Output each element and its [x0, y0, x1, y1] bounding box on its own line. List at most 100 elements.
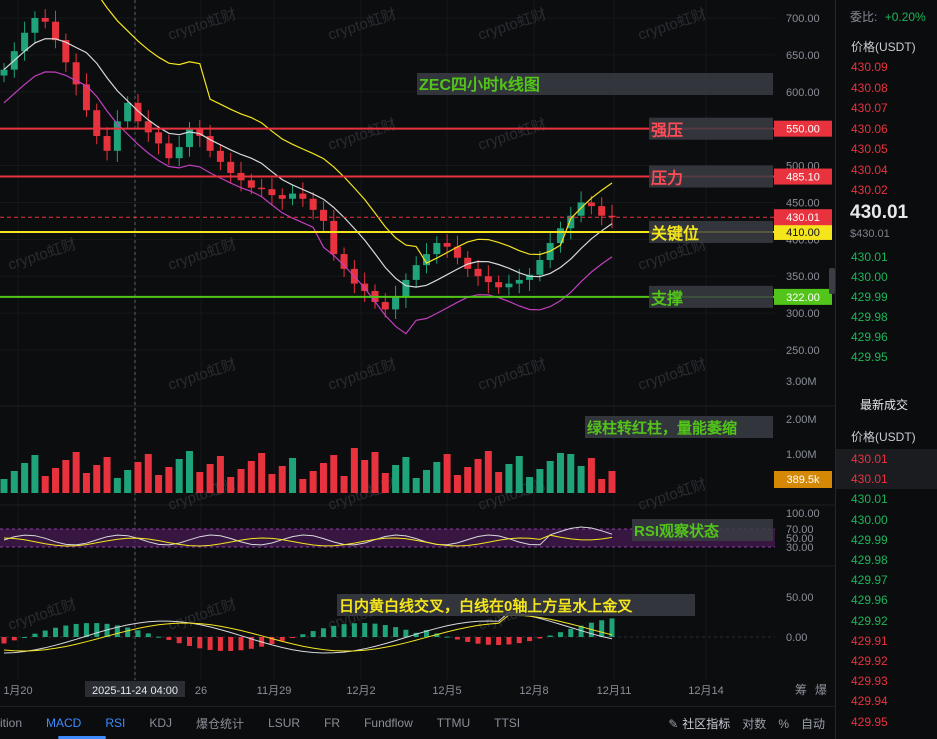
- macd-histogram-bar: [197, 637, 203, 649]
- trade-price-row[interactable]: 429.93: [851, 674, 888, 689]
- ask-price-row[interactable]: 430.04: [851, 162, 888, 177]
- last-price-usd: $430.01: [850, 228, 890, 240]
- volume-bar: [103, 457, 111, 493]
- bid-price-row[interactable]: 429.98: [851, 310, 888, 324]
- indicator-tab-ition[interactable]: ition: [0, 716, 23, 730]
- trade-price-row[interactable]: 429.99: [851, 532, 888, 547]
- indicator-tab-kdj[interactable]: KDJ: [149, 716, 173, 730]
- volume-bar: [577, 466, 585, 493]
- macd-histogram-bar: [135, 630, 141, 637]
- time-tick-label: 12月8: [519, 685, 548, 697]
- level-name: 支撑: [650, 289, 683, 308]
- trades-title[interactable]: 最新成交: [860, 398, 909, 412]
- ask-price-row[interactable]: 430.02: [851, 183, 888, 197]
- candle-body: [464, 257, 472, 269]
- candle-body: [134, 102, 142, 122]
- ask-price-row[interactable]: 430.06: [851, 121, 888, 136]
- trade-price-row[interactable]: 429.95: [851, 714, 888, 729]
- volume-bar: [350, 448, 358, 493]
- bid-price-row[interactable]: 429.99: [851, 290, 888, 304]
- bid-price-row[interactable]: 430.00: [851, 270, 888, 284]
- candle-body: [443, 243, 451, 247]
- indicator-tab-fr[interactable]: FR: [324, 716, 341, 730]
- macd-histogram-bar: [547, 635, 553, 637]
- macd-histogram-bar: [63, 625, 69, 637]
- indicator-tab-ttsi[interactable]: TTSI: [494, 716, 521, 730]
- macd-histogram-bar: [300, 634, 306, 637]
- level-label-box: [649, 165, 773, 188]
- indicator-tab-lsur[interactable]: LSUR: [268, 716, 301, 730]
- candle-body: [155, 132, 163, 144]
- macd-histogram-bar: [320, 628, 326, 637]
- macd-histogram-bar: [228, 637, 234, 651]
- candle-body: [412, 265, 420, 280]
- candle-body: [319, 209, 327, 221]
- trades-price-header: 价格(USDT): [851, 430, 916, 444]
- last-price-tag: [774, 209, 832, 226]
- ask-price-row[interactable]: 430.05: [851, 142, 888, 156]
- chart-area[interactable]: 700.00650.00600.00550.00500.00450.00400.…: [0, 0, 835, 706]
- indicator-tab-爆仓统计[interactable]: 爆仓统计: [196, 716, 245, 731]
- volume-bar: [464, 467, 472, 493]
- volume-annotation: 绿柱转红柱，量能萎缩: [587, 419, 737, 437]
- indicator-tab-rsi[interactable]: RSI: [105, 716, 126, 730]
- ma-middle-line: [3, 38, 613, 288]
- level-name: 压力: [651, 169, 683, 188]
- bid-price-row[interactable]: 430.01: [851, 250, 888, 264]
- bid-price-row[interactable]: 429.96: [851, 330, 888, 344]
- level-name: 强压: [651, 122, 683, 140]
- candle-body: [423, 254, 431, 266]
- candle-body: [433, 243, 441, 255]
- volume-bar: [546, 461, 554, 493]
- trade-price-row[interactable]: 429.92: [851, 613, 888, 628]
- trade-price-row[interactable]: 430.00: [851, 512, 888, 527]
- volume-bar: [0, 479, 8, 493]
- macd-annotation: 日内黄白线交叉，白线在0轴上方呈水上金叉: [339, 597, 633, 615]
- watermark-text: crypto虹财: [326, 6, 399, 44]
- trade-price-row[interactable]: 429.91: [851, 633, 888, 648]
- candle-body: [206, 136, 214, 151]
- indicator-tab-fundflow[interactable]: Fundflow: [364, 716, 413, 730]
- trade-price-row[interactable]: 429.96: [851, 593, 888, 608]
- macd-histogram-bar: [22, 637, 28, 638]
- macd-histogram-bar: [83, 623, 89, 637]
- trade-price-row[interactable]: 430.01: [851, 472, 888, 487]
- volume-bar: [361, 460, 369, 493]
- ask-price-row[interactable]: 430.08: [851, 80, 888, 95]
- trade-price-row[interactable]: 429.92: [851, 654, 888, 668]
- macd-histogram-bar: [362, 623, 368, 637]
- macd-histogram-bar: [1, 637, 7, 644]
- volume-bar: [227, 477, 235, 493]
- volume-bar: [515, 456, 523, 493]
- indicator-tab-ttmu[interactable]: TTMU: [436, 716, 471, 730]
- log-scale-button[interactable]: 对数: [742, 717, 767, 731]
- percent-scale-button[interactable]: %: [778, 716, 789, 731]
- candle-body: [381, 302, 389, 310]
- volume-bar: [155, 475, 163, 493]
- volume-bar: [412, 478, 420, 493]
- volume-bar: [247, 461, 255, 493]
- ask-price-row[interactable]: 430.07: [851, 101, 888, 115]
- candle-body: [309, 198, 317, 210]
- ask-price-row[interactable]: 430.09: [851, 60, 888, 74]
- trade-price-row[interactable]: 429.94: [851, 694, 888, 709]
- community-icon[interactable]: ✎: [668, 716, 679, 731]
- watermark-text: crypto虹财: [476, 6, 549, 44]
- candle-body: [278, 195, 286, 199]
- volume-bar: [495, 472, 503, 493]
- trade-price-row[interactable]: 429.97: [851, 573, 888, 588]
- volume-bar: [185, 451, 193, 493]
- level-price-tag: [774, 168, 832, 185]
- volume-bar: [423, 470, 431, 493]
- auto-scale-button[interactable]: 自动: [800, 717, 825, 731]
- indicator-tab-macd[interactable]: MACD: [46, 716, 82, 730]
- trade-price-row[interactable]: 430.01: [851, 452, 888, 466]
- community-indicators-button[interactable]: 社区指标: [682, 717, 731, 731]
- level-price-tag: [774, 223, 832, 240]
- bollinger-lower-line: [3, 71, 613, 335]
- candle-body: [21, 32, 29, 52]
- trade-price-row[interactable]: 430.01: [851, 492, 888, 507]
- candle-body: [289, 193, 297, 199]
- trade-price-row[interactable]: 429.98: [851, 553, 888, 567]
- bid-price-row[interactable]: 429.95: [851, 350, 888, 364]
